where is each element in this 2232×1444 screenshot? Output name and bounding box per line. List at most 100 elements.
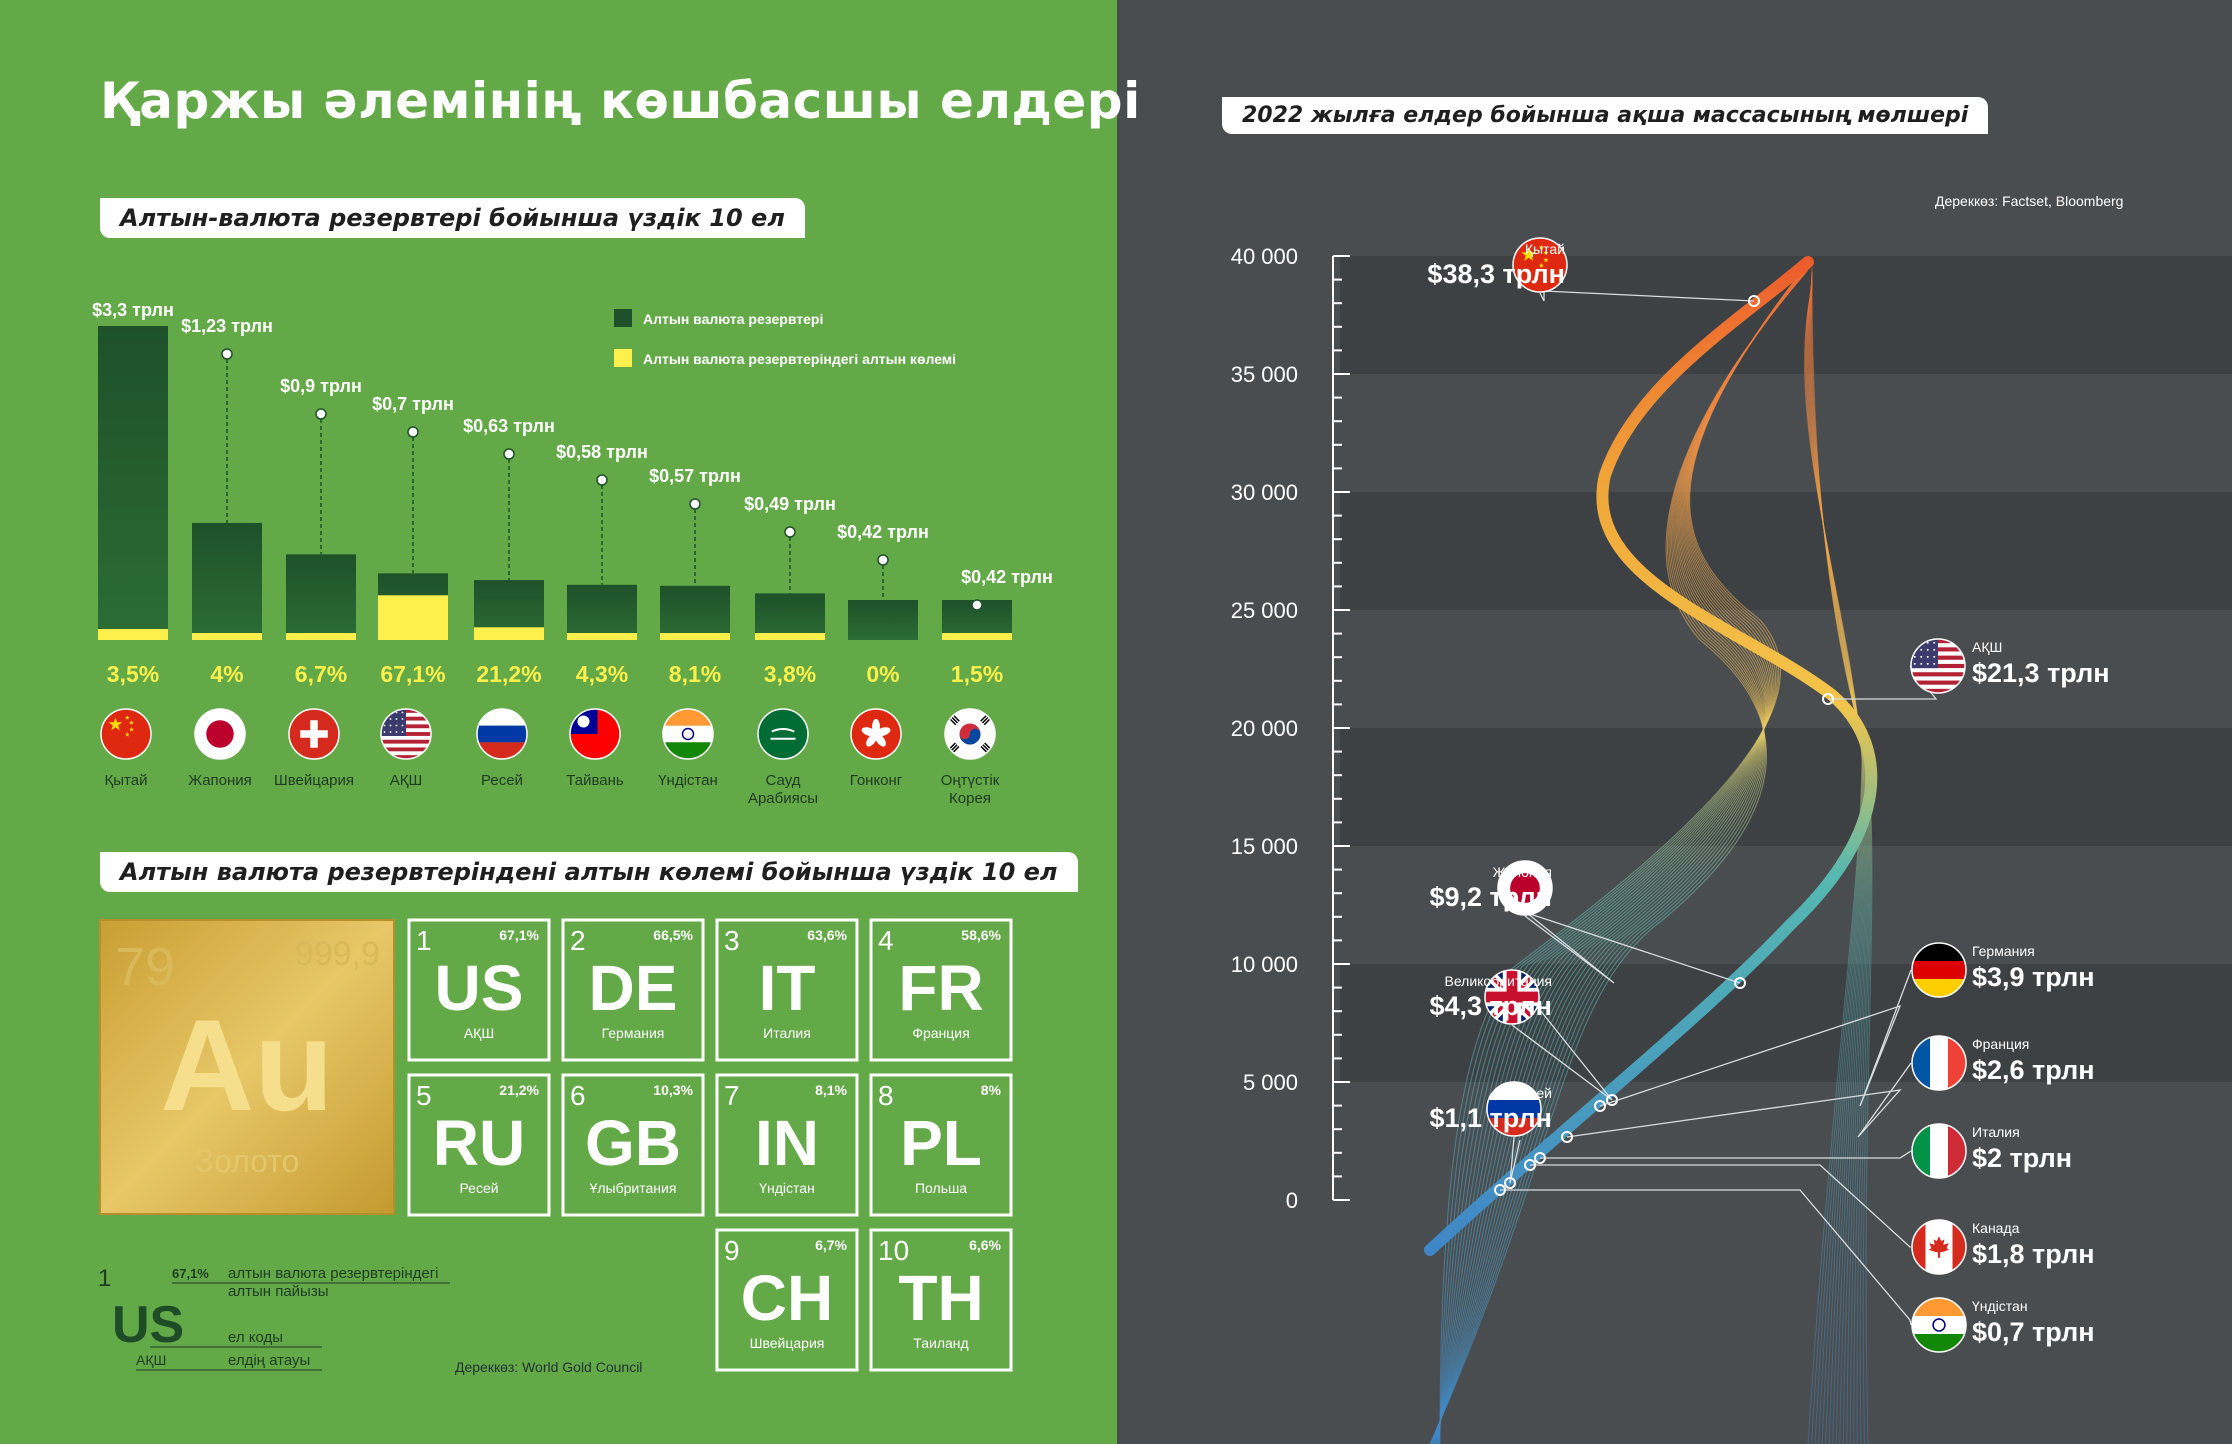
tile-code: DE <box>589 952 678 1024</box>
point-value: $21,3 трлн <box>1972 658 2110 688</box>
data-point <box>1504 1177 1516 1189</box>
y-tick-label: 10 000 <box>1231 952 1298 977</box>
country-tile <box>407 918 551 1062</box>
leader-dot <box>596 474 608 486</box>
japan-flag <box>1498 861 1552 915</box>
tile-name: Франция <box>912 1025 969 1041</box>
country-tile <box>715 1073 859 1217</box>
gold-share-label: 3,5% <box>107 661 159 687</box>
tile-name: Таиланд <box>913 1335 968 1351</box>
tile-rank: 5 <box>416 1080 432 1111</box>
tile-rank: 1 <box>416 925 432 956</box>
ribbon-line <box>1429 269 1808 1444</box>
element-symbol: Au <box>160 992 333 1138</box>
y-tick-label: 30 000 <box>1231 480 1298 505</box>
bar-value-label: $1,23 трлн <box>181 316 273 336</box>
bar-value-label: $3,3 трлн <box>92 300 174 320</box>
korea-flag <box>945 709 995 759</box>
tile-code: US <box>435 952 524 1024</box>
point-value: $1,8 трлн <box>1972 1239 2095 1269</box>
country-label: АҚШ <box>390 772 423 789</box>
reserve-bar <box>660 585 730 640</box>
gold-share-bar <box>755 633 825 640</box>
hongkong-flag <box>851 709 901 759</box>
italy-flag <box>1912 1124 1966 1178</box>
reserve-bar <box>286 554 356 640</box>
callout-line <box>1511 1009 1613 1101</box>
gold-share-bar <box>942 633 1012 640</box>
gold-share-bar <box>286 633 356 640</box>
gold-share-label: 3,8% <box>764 661 816 687</box>
ribbon-line <box>1437 274 1801 1444</box>
legend-label-reserves: Алтын валюта резервтері <box>643 311 823 327</box>
reserve-bar <box>848 600 918 640</box>
country-label: Гонконг <box>850 772 903 789</box>
tile-rank: 3 <box>724 925 740 956</box>
gold-share-label: 1,5% <box>951 661 1003 687</box>
callout-line <box>1530 1164 1911 1248</box>
tile-name: Польша <box>915 1180 967 1196</box>
ribbon-line <box>1435 273 1802 1444</box>
tile-name: Швейцария <box>750 1335 825 1351</box>
bar-value-label: $0,7 трлн <box>372 394 454 414</box>
ribbon-line <box>1429 269 1809 1444</box>
right-panel <box>1117 0 2232 1444</box>
point-country: Германия <box>1972 943 2035 959</box>
gold-share-label: 0% <box>866 661 899 687</box>
country-label: Арабиясы <box>748 790 818 807</box>
ribbon-line <box>1437 274 1801 1444</box>
bar-value-label: $0,42 трлн <box>837 522 929 542</box>
leader-dot <box>784 526 796 538</box>
key-rank: 1 <box>98 1265 111 1292</box>
y-tick-label: 5 000 <box>1243 1070 1298 1095</box>
callout-line <box>1509 1136 1521 1184</box>
element-purity: 999,9 <box>295 935 380 973</box>
tile-percent: 8% <box>981 1082 1002 1098</box>
gold-share-bar <box>192 633 262 640</box>
bar-value-label: $0,9 трлн <box>280 376 362 396</box>
tile-rank: 9 <box>724 1235 740 1266</box>
germany-flag <box>1912 943 1966 997</box>
y-tick-label: 0 <box>1286 1188 1298 1213</box>
ribbon-line <box>1436 273 1802 1444</box>
point-value: $1,1 трлн <box>1429 1103 1552 1133</box>
taiwan-flag <box>570 709 620 759</box>
gold-share-label: 4% <box>210 661 243 687</box>
point-country: Үндістан <box>1972 1298 2028 1314</box>
tile-percent: 10,3% <box>653 1082 693 1098</box>
leader-dot <box>877 554 889 566</box>
tile-code: PL <box>900 1107 982 1179</box>
tile-percent: 66,5% <box>653 927 693 943</box>
country-label: Жапония <box>188 772 252 789</box>
country-tile <box>561 918 705 1062</box>
ribbon-line <box>1430 270 1808 1444</box>
point-country: Жапония <box>1493 864 1552 880</box>
tile-rank: 4 <box>878 925 894 956</box>
tile-code: FR <box>898 952 983 1024</box>
country-tile <box>869 1228 1013 1372</box>
country-tile <box>869 1073 1013 1217</box>
gold-element-tile <box>99 919 395 1215</box>
data-point <box>1822 693 1834 705</box>
key-name-desc: елдің атауы <box>228 1352 310 1369</box>
point-country: Италия <box>1972 1124 2020 1140</box>
ribbon-line <box>1435 273 1803 1444</box>
data-point <box>1594 1100 1606 1112</box>
gold-share-label: 8,1% <box>669 661 721 687</box>
data-point <box>1734 977 1746 989</box>
data-point <box>1494 1184 1506 1196</box>
gold-share-bar <box>98 629 168 640</box>
reserve-bar <box>192 522 262 640</box>
point-country: Франция <box>1972 1036 2029 1052</box>
uk-flag <box>1485 970 1539 1024</box>
japan-flag <box>195 709 245 759</box>
callout-line <box>1599 969 1912 1107</box>
grid-band <box>1340 728 2232 846</box>
point-value: $0,7 трлн <box>1972 1317 2095 1347</box>
data-point <box>1748 295 1760 307</box>
country-label: Ресей <box>481 772 523 789</box>
country-label: Корея <box>949 790 991 807</box>
country-label: Қытай <box>105 772 148 789</box>
tile-percent: 67,1% <box>499 927 539 943</box>
gold-share-label: 4,3% <box>576 661 628 687</box>
